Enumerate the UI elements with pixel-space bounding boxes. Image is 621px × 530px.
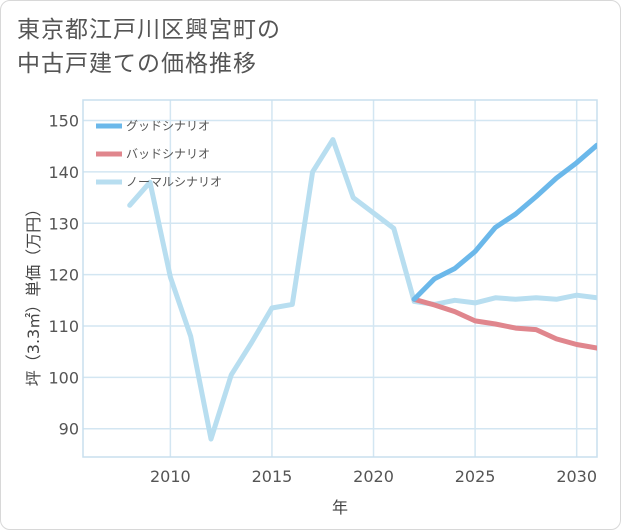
x-tick-label: 2030 (556, 467, 597, 486)
y-tick-label: 90 (59, 420, 79, 439)
chart-title-line1: 東京都江戸川区興宮町の (17, 17, 281, 43)
plot-frame (82, 99, 598, 458)
y-tick-label: 100 (48, 368, 79, 387)
grid (82, 99, 598, 458)
x-tick-label: 2015 (252, 467, 293, 486)
y-tick-label: 140 (48, 163, 79, 182)
chart-title-line2: 中古戸建ての価格推移 (17, 51, 257, 77)
series-line-2 (127, 137, 597, 442)
y-tick-label: 110 (48, 317, 79, 336)
x-tick-label: 2025 (455, 467, 496, 486)
tick-labels: 2010 2015 2020 2025 2030 90 100 110 120 130 140 150 (48, 112, 597, 486)
x-axis-label: 年 (332, 498, 348, 517)
series-line-0 (411, 142, 597, 302)
legend-label-0: グッドシナリオ (126, 119, 210, 133)
series-line-1 (411, 296, 597, 351)
y-tick-label: 130 (48, 214, 79, 233)
x-tick-label: 2020 (353, 467, 394, 486)
x-tick-label: 2010 (150, 467, 191, 486)
legend-label-1: バッドシナリオ (126, 147, 210, 161)
chart-title: 東京都江戸川区興宮町の 中古戸建ての価格推移 (17, 13, 517, 81)
y-tick-label: 150 (48, 112, 79, 131)
legend-label-2: ノーマルシナリオ (126, 175, 222, 189)
series-lines (127, 137, 597, 442)
y-axis-label: 坪（3.3㎡）単価（万円） (24, 201, 43, 386)
y-tick-label: 120 (48, 266, 79, 285)
